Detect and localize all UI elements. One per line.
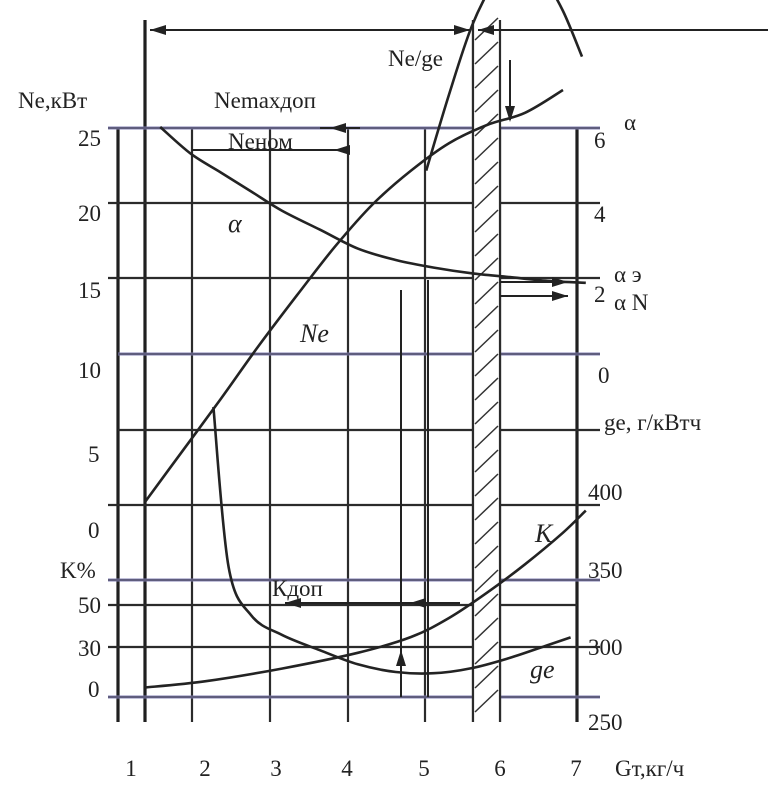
hatch-stroke — [474, 545, 499, 569]
ne-tick-label: 15 — [78, 278, 101, 303]
k-tick-label: 50 — [78, 593, 101, 618]
hatch-stroke — [474, 257, 499, 281]
hatch-stroke — [474, 665, 499, 689]
ne-tick-label: 25 — [78, 126, 101, 151]
k-dop-label: Кдоп — [272, 576, 323, 601]
k-axis-labels: K% 50 30 0 — [60, 558, 101, 702]
hatch-stroke — [474, 497, 499, 521]
hatch-stroke — [474, 569, 499, 593]
x-tick-label: 7 — [570, 756, 582, 781]
annotations: Nemaxдоп Neном Ne/ge Кдоп — [214, 46, 443, 601]
x-tick-label: 5 — [418, 756, 430, 781]
hatch-stroke — [474, 137, 499, 161]
curve-labels: Ne α ge K — [228, 209, 555, 684]
ne-tick-label: 20 — [78, 201, 101, 226]
x-tick-label: 4 — [341, 756, 353, 781]
ge-tick-label: 250 — [588, 710, 623, 735]
ge-tick-label: 300 — [588, 635, 623, 660]
alpha-tick-label: 2 — [594, 282, 606, 307]
curves — [143, 0, 587, 689]
ne-curve — [143, 88, 564, 503]
arrow-head — [410, 598, 426, 608]
hatch-stroke — [474, 641, 499, 665]
x-tick-label: 2 — [199, 756, 211, 781]
arrow-head — [478, 25, 494, 35]
hatch-stroke — [474, 161, 499, 185]
alpha-axis-title: α — [624, 110, 636, 135]
hatch-stroke — [474, 401, 499, 425]
x-tick-labels: 1 2 3 4 5 6 7 Gт,кг/ч — [125, 756, 684, 781]
k-axis-title: K% — [60, 558, 96, 583]
ne-tick-label: 0 — [88, 518, 100, 543]
grid — [108, 20, 600, 722]
hatch-stroke — [474, 329, 499, 353]
k-tick-label: 0 — [88, 677, 100, 702]
ge-axis-labels: ge, г/кВтч 400 350 300 250 — [588, 410, 702, 735]
alpha-curve — [159, 126, 586, 285]
ne-ge-label: Ne/ge — [388, 46, 443, 71]
ne-nom-label: Neном — [228, 129, 293, 154]
ne-tick-label: 10 — [78, 358, 101, 383]
hatch-stroke — [474, 65, 499, 89]
ne-ge-curve — [424, 0, 584, 171]
alpha-axis-labels: α 6 4 2 0 α э α N — [594, 110, 649, 388]
hatched-zone — [471, 17, 502, 722]
arrow-head — [285, 598, 301, 608]
arrow-head — [330, 123, 346, 133]
hatch-stroke — [474, 593, 499, 617]
hatch-stroke — [474, 233, 499, 257]
ne-tick-label: 5 — [88, 442, 100, 467]
hatch-stroke — [474, 689, 499, 713]
ge-tick-label: 400 — [588, 480, 623, 505]
hatch-stroke — [474, 281, 499, 305]
hatch-stroke — [474, 209, 499, 233]
series-label: α — [228, 209, 243, 238]
hatch-stroke — [474, 353, 499, 377]
arrow-head — [454, 25, 470, 35]
hatch-stroke — [474, 449, 499, 473]
series-label: Ne — [299, 319, 329, 348]
x-tick-label: 6 — [494, 756, 506, 781]
hatch-stroke — [474, 41, 499, 65]
x-axis-label: Gт,кг/ч — [615, 756, 685, 781]
arrows — [150, 25, 768, 697]
x-tick-label: 3 — [270, 756, 282, 781]
arrow-head — [505, 106, 515, 122]
arrow-head — [396, 650, 406, 666]
hatch-stroke — [474, 377, 499, 401]
x-tick-label: 1 — [125, 756, 137, 781]
alpha-n-label: α N — [614, 290, 649, 315]
alpha-tick-label: 4 — [594, 202, 606, 227]
series-label: ge — [530, 655, 555, 684]
hatch-stroke — [474, 617, 499, 641]
hatch-stroke — [474, 185, 499, 209]
ne-axis-title: Ne,кВт — [18, 88, 87, 113]
arrow-head — [334, 145, 350, 155]
alpha-tick-label: 0 — [598, 363, 610, 388]
alpha-e-label: α э — [614, 262, 642, 287]
arrow-head — [552, 291, 568, 301]
hatch-stroke — [474, 89, 499, 113]
ge-axis-title: ge, г/кВтч — [604, 410, 702, 435]
arrow-head — [552, 277, 568, 287]
alpha-tick-label: 6 — [594, 128, 606, 153]
ge-curve — [212, 406, 572, 675]
ge-tick-label: 350 — [588, 558, 623, 583]
arrow-head — [150, 25, 166, 35]
hatch-stroke — [474, 473, 499, 497]
hatch-stroke — [474, 521, 499, 545]
hatch-stroke — [474, 425, 499, 449]
k-curve — [144, 509, 587, 689]
ne-max-label: Nemaxдоп — [214, 88, 316, 113]
series-label: K — [534, 519, 554, 548]
k-tick-label: 30 — [78, 636, 101, 661]
ne-axis-labels: Ne,кВт 25 20 15 10 5 0 — [18, 88, 101, 543]
hatch-stroke — [474, 305, 499, 329]
